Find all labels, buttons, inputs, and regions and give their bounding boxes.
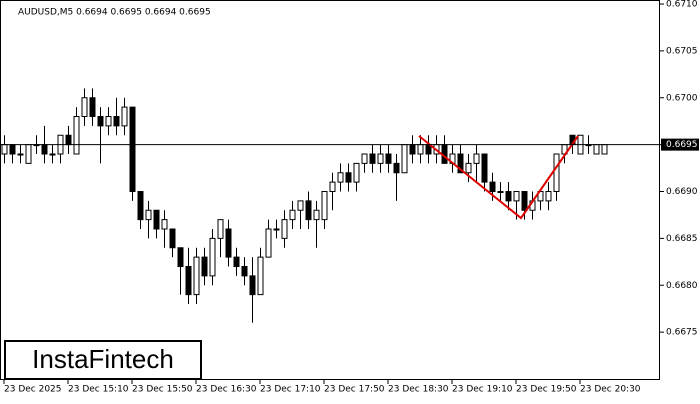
candle-body	[121, 106, 128, 127]
candle-body	[465, 162, 472, 174]
candle-body	[361, 153, 368, 164]
last-price-box	[661, 138, 699, 151]
candle-body	[329, 181, 336, 192]
x-tick-label: 23 Dec 16:30	[196, 385, 257, 395]
candle-body	[257, 256, 264, 296]
candle-body	[9, 144, 16, 155]
candle-body	[553, 153, 560, 192]
candle-body	[233, 256, 240, 267]
candle-body	[409, 144, 416, 155]
candle-body	[417, 144, 424, 155]
candle-body	[313, 209, 320, 221]
x-tick-label: 23 Dec 17:50	[324, 385, 385, 395]
candle-body	[1, 144, 8, 155]
candle-body	[401, 144, 408, 174]
chart-title: AUDUSD,M5 0.6694 0.6695 0.6694 0.6695	[18, 8, 211, 18]
candle-body	[89, 97, 96, 117]
x-tick-label: 23 Dec 18:30	[388, 385, 449, 395]
candle-body	[177, 247, 184, 267]
candle-body	[25, 144, 32, 164]
candle-body	[353, 162, 360, 183]
candle-body	[337, 172, 344, 183]
candle-body	[193, 256, 200, 296]
x-tick-label: 23 Dec 19:50	[516, 385, 577, 395]
y-tick-label: 0.6690	[666, 187, 698, 197]
candle-body	[97, 116, 104, 127]
candle-body	[81, 97, 88, 117]
candle-body	[217, 219, 224, 239]
candle-body	[265, 228, 272, 258]
y-tick-label: 0.6710	[666, 0, 698, 10]
candle-body	[49, 153, 56, 156]
candle-body	[249, 275, 256, 296]
candle-body	[73, 116, 80, 155]
candle-body	[225, 228, 232, 258]
candle-body	[281, 219, 288, 239]
y-tick-label: 0.6680	[666, 281, 698, 291]
candle-body	[201, 256, 208, 277]
candle-body	[209, 237, 216, 277]
candle-body	[505, 191, 512, 202]
candle-body	[513, 191, 520, 202]
y-tick-label: 0.6705	[666, 46, 698, 56]
x-tick-label: 23 Dec 15:50	[132, 385, 193, 395]
candle-body	[145, 209, 152, 221]
candle-body	[153, 209, 160, 230]
candle-body	[129, 106, 136, 192]
candle-body	[393, 162, 400, 174]
last-price-label: 0.6695	[666, 140, 698, 150]
x-tick-label: 23 Dec 20:30	[580, 385, 641, 395]
logo-box	[4, 340, 202, 380]
candle-body	[481, 153, 488, 183]
candle-body	[385, 153, 392, 164]
candle-body	[17, 153, 24, 156]
candle-body	[305, 200, 312, 221]
x-tick-label: 23 Dec 17:10	[260, 385, 321, 395]
y-tick-label: 0.6700	[666, 93, 698, 103]
candle-body	[489, 181, 496, 192]
candle-body	[41, 144, 48, 155]
candle-body	[297, 200, 304, 211]
y-tick-label: 0.6685	[666, 234, 698, 244]
candle-body	[545, 191, 552, 202]
x-tick-label: 23 Dec 19:10	[452, 385, 513, 395]
candle-body	[593, 144, 600, 155]
candle-body	[321, 191, 328, 221]
candle-body	[113, 116, 120, 127]
candle-body	[273, 228, 280, 231]
x-tick-label: 23 Dec 2025	[4, 385, 62, 395]
candle-body	[169, 228, 176, 249]
candle-body	[161, 219, 168, 230]
candle-body	[473, 153, 480, 164]
logo: InstaFintech	[32, 344, 174, 374]
candle-body	[377, 153, 384, 164]
y-tick-label: 0.6675	[666, 328, 698, 338]
candle-body	[185, 266, 192, 296]
candle-body	[369, 153, 376, 164]
candle-body	[289, 209, 296, 221]
candle-body	[65, 134, 72, 146]
candle-body	[601, 144, 608, 155]
candle-body	[345, 172, 352, 183]
candle-body	[137, 191, 144, 221]
plot-frame	[0, 0, 660, 380]
pattern-line	[418, 135, 579, 220]
x-tick-label: 23 Dec 15:10	[68, 385, 129, 395]
candle-body	[241, 266, 248, 277]
candle-body	[521, 191, 528, 211]
candle-body	[457, 153, 464, 174]
candle-body	[497, 191, 504, 193]
candle-body	[105, 116, 112, 127]
